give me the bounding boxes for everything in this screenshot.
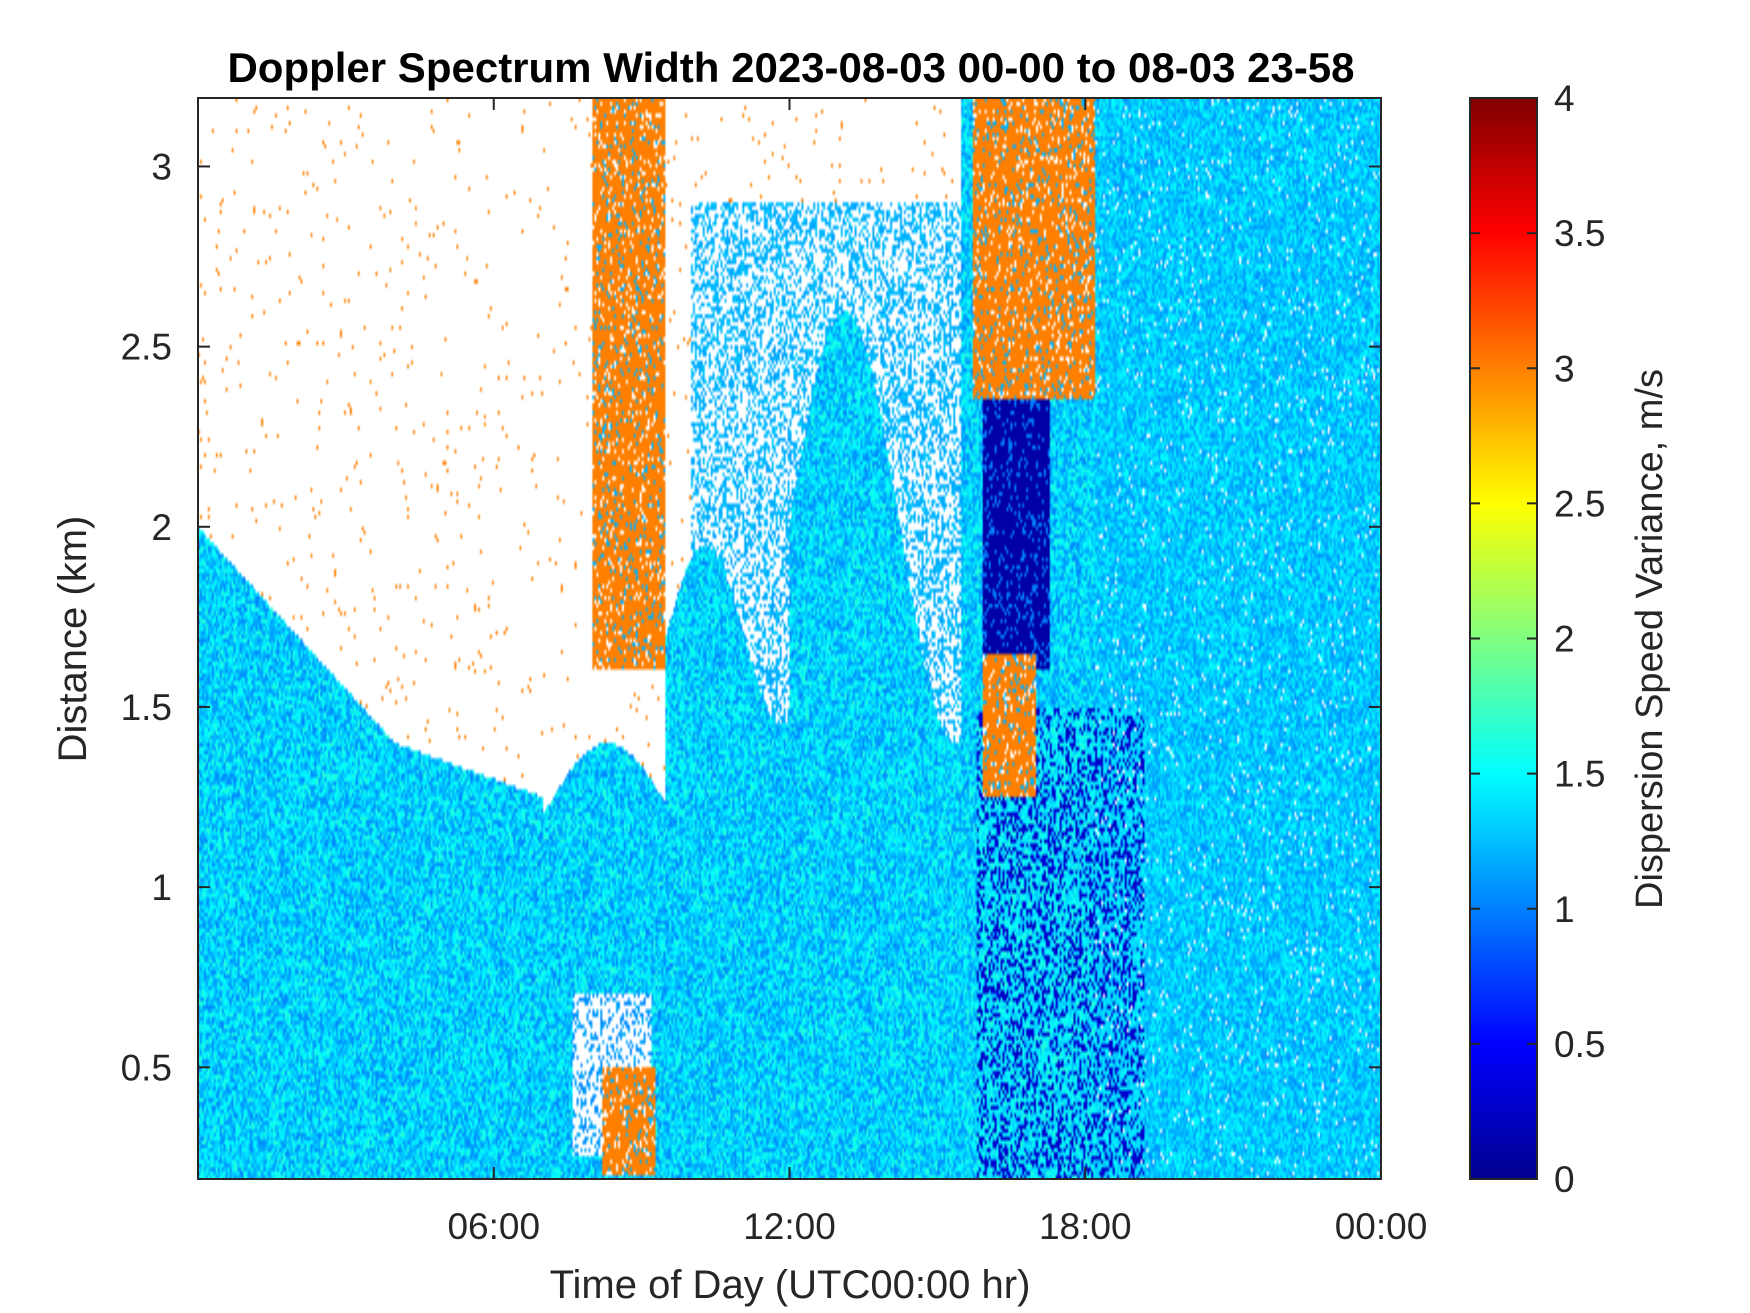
colorbar-tick-label: 2	[1554, 619, 1575, 660]
x-tick-label: 06:00	[447, 1206, 540, 1247]
y-tick-label: 2.5	[121, 327, 172, 368]
colorbar-tick-label: 3.5	[1554, 213, 1605, 254]
x-axis-label: Time of Day (UTC00:00 hr)	[550, 1263, 1031, 1307]
colorbar-label: Dispersion Speed Variance, m/s	[1629, 369, 1671, 909]
x-tick-label: 12:00	[743, 1206, 836, 1247]
y-tick-label: 1	[151, 867, 172, 908]
colorbar-tick-label: 2.5	[1554, 483, 1605, 524]
chart-title: Doppler Spectrum Width 2023-08-03 00-00 …	[227, 44, 1354, 91]
colorbar: 0 0.5 1 1.5 2 2.5 3 3.5 4 Dispersion Speed Varia…	[1469, 78, 1671, 1200]
colorbar-tick-label: 0	[1554, 1159, 1575, 1200]
colorbar-tick-label: 1	[1554, 889, 1575, 930]
y-axis-ticks: 0.5 1 1.5 2 2.5 3	[121, 146, 1381, 1088]
x-axis-ticks: 06:00 12:00 18:00 00:00	[447, 98, 1427, 1247]
colorbar-tick-label: 3	[1554, 348, 1575, 389]
colorbar-gradient	[1470, 98, 1537, 1179]
heatmap-image	[198, 98, 1381, 1179]
colorbar-tick-label: 4	[1554, 78, 1575, 119]
plot-area	[197, 97, 1382, 1180]
y-tick-label: 1.5	[121, 687, 172, 728]
colorbar-tick-label: 0.5	[1554, 1024, 1605, 1065]
y-axis-label: Distance (km)	[51, 516, 95, 763]
y-tick-label: 3	[151, 146, 172, 187]
colorbar-tick-label: 1.5	[1554, 754, 1605, 795]
y-tick-label: 0.5	[121, 1047, 172, 1088]
x-tick-label: 00:00	[1335, 1206, 1428, 1247]
x-tick-label: 18:00	[1039, 1206, 1132, 1247]
colorbar-ticks: 0 0.5 1 1.5 2 2.5 3 3.5 4	[1470, 78, 1605, 1200]
y-tick-label: 2	[151, 507, 172, 548]
